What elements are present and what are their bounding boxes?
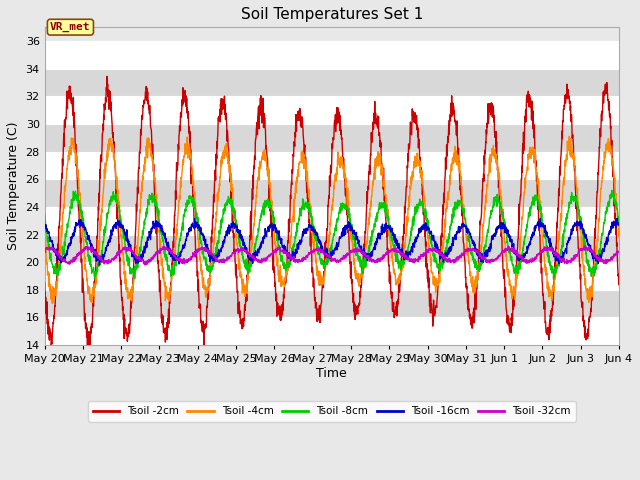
Tsoil -16cm (613, 216, 621, 221)
Tsoil -4cm (499, 206, 507, 212)
Tsoil -16cm (580, 233, 588, 239)
Y-axis label: Soil Temperature (C): Soil Temperature (C) (7, 122, 20, 251)
Tsoil -16cm (499, 220, 507, 226)
Bar (45, 179, 619, 207)
Tsoil -32cm (362, 253, 369, 259)
Tsoil -2cm (41, 280, 49, 286)
Tsoil -16cm (564, 239, 572, 245)
Tsoil -32cm (201, 246, 209, 252)
Tsoil -8cm (608, 187, 616, 193)
Tsoil -2cm (202, 324, 209, 330)
Tsoil -8cm (550, 276, 557, 282)
Tsoil -32cm (349, 248, 356, 254)
Tsoil -16cm (615, 222, 623, 228)
Tsoil -4cm (581, 271, 589, 277)
Tsoil -8cm (499, 215, 507, 221)
Tsoil -2cm (103, 73, 111, 79)
Title: Soil Temperatures Set 1: Soil Temperatures Set 1 (241, 7, 423, 22)
Line: Tsoil -8cm: Tsoil -8cm (45, 190, 619, 279)
Tsoil -8cm (564, 208, 572, 214)
Tsoil -32cm (615, 250, 623, 255)
Tsoil -32cm (580, 247, 588, 252)
Tsoil -2cm (615, 278, 623, 284)
Tsoil -8cm (580, 241, 588, 247)
Legend: Tsoil -2cm, Tsoil -4cm, Tsoil -8cm, Tsoil -16cm, Tsoil -32cm: Tsoil -2cm, Tsoil -4cm, Tsoil -8cm, Tsoi… (88, 401, 576, 421)
Tsoil -8cm (361, 261, 369, 267)
Tsoil -4cm (565, 133, 573, 139)
Tsoil -2cm (349, 293, 356, 299)
Tsoil -16cm (362, 253, 369, 259)
Tsoil -16cm (349, 231, 356, 237)
Tsoil -4cm (201, 286, 209, 291)
Tsoil -4cm (41, 233, 49, 239)
Tsoil -16cm (95, 263, 103, 268)
Text: VR_met: VR_met (50, 22, 91, 32)
Tsoil -2cm (565, 95, 573, 101)
Tsoil -2cm (362, 230, 369, 236)
Bar (45, 290, 619, 317)
Tsoil -2cm (499, 268, 507, 274)
Tsoil -4cm (362, 256, 369, 262)
Bar (45, 41, 619, 69)
Tsoil -8cm (615, 221, 623, 227)
Bar (45, 317, 619, 345)
Bar (45, 262, 619, 290)
Tsoil -32cm (41, 247, 49, 253)
Bar (45, 124, 619, 152)
X-axis label: Time: Time (316, 367, 347, 380)
Tsoil -32cm (499, 248, 507, 254)
Tsoil -2cm (84, 346, 92, 352)
Tsoil -2cm (581, 333, 589, 339)
Tsoil -16cm (41, 222, 49, 228)
Tsoil -8cm (41, 211, 49, 217)
Tsoil -32cm (564, 258, 572, 264)
Line: Tsoil -4cm: Tsoil -4cm (45, 136, 619, 303)
Bar (45, 152, 619, 179)
Tsoil -32cm (141, 262, 148, 268)
Tsoil -4cm (349, 243, 356, 249)
Tsoil -4cm (564, 145, 572, 151)
Line: Tsoil -2cm: Tsoil -2cm (45, 76, 619, 349)
Line: Tsoil -16cm: Tsoil -16cm (45, 218, 619, 265)
Bar (45, 69, 619, 96)
Tsoil -8cm (349, 228, 356, 234)
Line: Tsoil -32cm: Tsoil -32cm (45, 246, 619, 265)
Bar (45, 96, 619, 124)
Tsoil -8cm (201, 254, 209, 260)
Bar (45, 235, 619, 262)
Tsoil -4cm (49, 300, 56, 306)
Tsoil -32cm (581, 243, 589, 249)
Tsoil -16cm (201, 237, 209, 243)
Bar (45, 207, 619, 235)
Tsoil -4cm (615, 229, 623, 235)
